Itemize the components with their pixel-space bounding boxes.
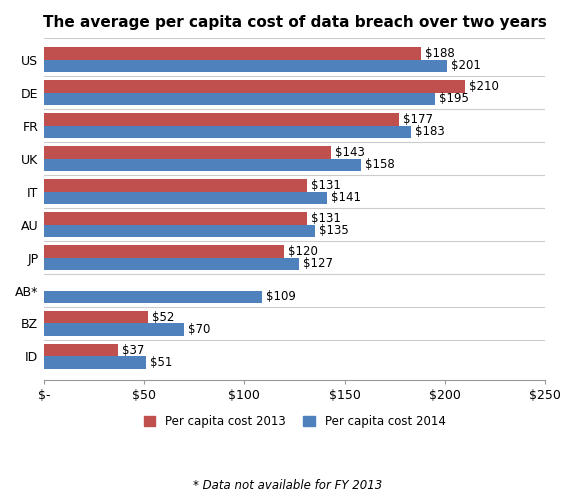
Text: $158: $158: [365, 158, 395, 171]
Text: $183: $183: [415, 125, 445, 138]
Text: $131: $131: [310, 179, 340, 192]
Bar: [44, 224, 314, 237]
Text: $141: $141: [331, 191, 361, 205]
Bar: [44, 47, 421, 60]
Text: $52: $52: [152, 311, 175, 324]
Bar: [44, 212, 306, 224]
Legend: Per capita cost 2013, Per capita cost 2014: Per capita cost 2013, Per capita cost 20…: [143, 415, 445, 428]
Text: $131: $131: [310, 212, 340, 225]
Bar: [44, 324, 184, 336]
Text: $201: $201: [451, 59, 481, 72]
Bar: [44, 192, 327, 204]
Bar: [44, 113, 399, 125]
Text: * Data not available for FY 2013: * Data not available for FY 2013: [194, 479, 382, 492]
Bar: [44, 179, 306, 192]
Bar: [44, 357, 146, 369]
Bar: [44, 245, 285, 257]
Bar: [44, 311, 148, 324]
Bar: [44, 290, 263, 303]
Text: $135: $135: [319, 224, 348, 237]
Text: $188: $188: [425, 47, 454, 60]
Text: $195: $195: [439, 92, 469, 105]
Bar: [44, 257, 298, 270]
Text: $127: $127: [302, 257, 332, 270]
Bar: [44, 125, 411, 138]
Bar: [44, 92, 435, 105]
Text: $143: $143: [335, 146, 365, 159]
Bar: [44, 344, 118, 357]
Bar: [44, 80, 465, 92]
Text: $109: $109: [267, 290, 296, 303]
Text: $210: $210: [469, 80, 499, 93]
Bar: [44, 146, 331, 159]
Text: $70: $70: [188, 323, 211, 336]
Text: $177: $177: [403, 113, 433, 126]
Bar: [44, 159, 361, 171]
Bar: [44, 60, 447, 72]
Title: The average per capita cost of data breach over two years: The average per capita cost of data brea…: [43, 15, 547, 30]
Text: $51: $51: [150, 356, 173, 369]
Text: $120: $120: [289, 245, 319, 258]
Text: $37: $37: [122, 344, 145, 357]
